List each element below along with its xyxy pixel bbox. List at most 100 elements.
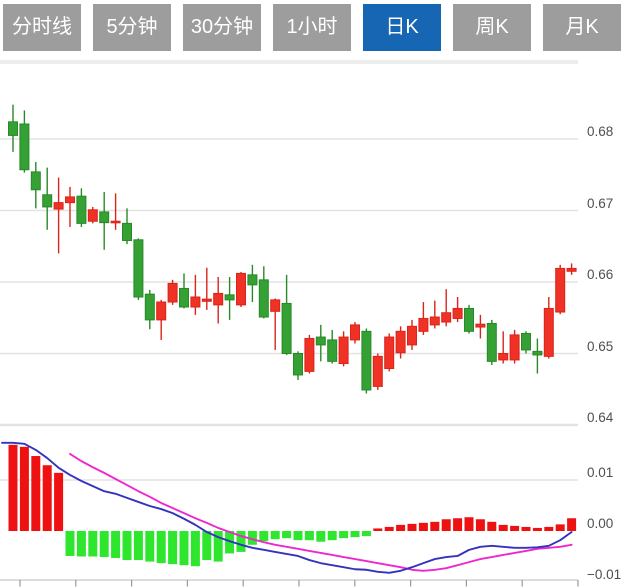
candle-body bbox=[236, 272, 246, 306]
macd-bar-up bbox=[464, 517, 474, 531]
macd-bar-up bbox=[19, 446, 29, 531]
candle-body bbox=[167, 282, 178, 303]
candle-body bbox=[247, 274, 258, 286]
candle-body bbox=[122, 222, 132, 242]
candle-body bbox=[350, 324, 360, 341]
macd-bar-up bbox=[418, 522, 428, 531]
candle-body bbox=[201, 298, 212, 302]
macd-bar-up bbox=[373, 528, 383, 531]
candle-body bbox=[486, 322, 497, 362]
tab-1hour[interactable]: 1小时 bbox=[273, 4, 351, 51]
macd-axis-label: 0.01 bbox=[587, 465, 614, 480]
macd-bar-up bbox=[430, 521, 440, 531]
candle-body bbox=[293, 353, 303, 376]
tab-month-k[interactable]: 月K bbox=[543, 4, 621, 51]
macd-bar-up bbox=[532, 527, 542, 531]
macd-bar-down bbox=[65, 531, 75, 556]
macd-bar-up bbox=[8, 444, 18, 531]
candle-body bbox=[156, 301, 167, 321]
tab-week-k[interactable]: 周K bbox=[453, 4, 531, 51]
macd-bar-up bbox=[453, 518, 463, 531]
macd-bar-down bbox=[247, 531, 257, 545]
candle-body bbox=[190, 296, 201, 308]
candle-body bbox=[53, 202, 64, 210]
candle-body bbox=[213, 292, 224, 306]
candle-body bbox=[338, 336, 349, 365]
candle-body bbox=[441, 312, 452, 323]
candle-body bbox=[509, 334, 520, 361]
candle-body bbox=[19, 123, 30, 171]
timeframe-tabbar: 分时线 5分钟 30分钟 1小时 日K 周K 月K bbox=[3, 4, 621, 51]
macd-bar-down bbox=[133, 531, 143, 561]
candle-body bbox=[76, 195, 87, 224]
price-panel-grid bbox=[0, 60, 578, 427]
macd-bar-down bbox=[236, 531, 246, 552]
candle-body bbox=[99, 211, 110, 224]
candle-body bbox=[304, 337, 315, 372]
macd-bar-up bbox=[441, 519, 451, 531]
macd-bar-down bbox=[327, 531, 337, 541]
macd-histogram bbox=[8, 444, 577, 567]
candle-body bbox=[407, 325, 417, 346]
tab-day-k[interactable]: 日K bbox=[363, 4, 441, 51]
candle-body bbox=[521, 332, 531, 351]
candle-body bbox=[8, 121, 18, 136]
candle-body bbox=[361, 330, 372, 391]
candle-body bbox=[110, 220, 121, 224]
price-axis-label: 0.68 bbox=[587, 124, 614, 139]
tab-timeline[interactable]: 分时线 bbox=[3, 4, 81, 51]
candle-body bbox=[532, 350, 543, 356]
candle-body bbox=[281, 302, 292, 355]
candle-body bbox=[384, 336, 395, 370]
macd-bar-up bbox=[567, 518, 577, 531]
macd-bar-up bbox=[487, 521, 497, 531]
candle-body bbox=[555, 267, 566, 313]
macd-bar-down bbox=[99, 531, 109, 558]
candle-body bbox=[30, 171, 41, 191]
candle-body bbox=[429, 316, 440, 326]
candle-body bbox=[327, 339, 338, 362]
tab-5min[interactable]: 5分钟 bbox=[93, 4, 171, 51]
macd-bar-down bbox=[213, 531, 223, 562]
dif-line bbox=[1, 441, 573, 574]
macd-bar-down bbox=[76, 531, 86, 557]
candle-body bbox=[372, 355, 383, 387]
macd-bar-up bbox=[555, 524, 565, 531]
macd-bar-down bbox=[88, 531, 98, 557]
macd-bar-down bbox=[304, 531, 314, 541]
macd-bar-up bbox=[521, 526, 531, 531]
price-axis-label: 0.64 bbox=[587, 410, 614, 425]
macd-bar-up bbox=[31, 456, 41, 531]
candle-body bbox=[543, 307, 554, 357]
dea-line bbox=[69, 453, 573, 572]
macd-axis-label: 0.00 bbox=[587, 516, 614, 531]
candle-body bbox=[270, 299, 281, 312]
price-axis-label: 0.67 bbox=[587, 195, 614, 211]
macd-bar-down bbox=[190, 531, 200, 567]
macd-bar-down bbox=[361, 531, 371, 537]
candle-body bbox=[258, 279, 269, 318]
tab-30min[interactable]: 30分钟 bbox=[183, 4, 261, 51]
macd-bar-up bbox=[42, 465, 52, 531]
macd-axis-label: −0.01 bbox=[587, 567, 622, 582]
macd-bar-down bbox=[122, 531, 132, 561]
macd-bar-down bbox=[293, 531, 303, 541]
macd-bar-down bbox=[282, 531, 292, 539]
x-axis bbox=[0, 579, 579, 587]
candle-body bbox=[133, 239, 144, 298]
macd-bar-down bbox=[225, 531, 235, 554]
price-axis-label: 0.65 bbox=[587, 338, 614, 354]
macd-bar-down bbox=[316, 531, 326, 542]
macd-bar-down bbox=[270, 531, 280, 540]
candle-body bbox=[179, 287, 189, 308]
candle-body bbox=[144, 293, 155, 321]
candle-body bbox=[224, 294, 235, 301]
candle-body bbox=[566, 267, 577, 272]
macd-bar-down bbox=[259, 531, 269, 542]
candle-body bbox=[65, 196, 75, 204]
macd-bar-up bbox=[407, 523, 417, 531]
candle-body bbox=[395, 330, 406, 354]
macd-bar-down bbox=[350, 531, 360, 538]
